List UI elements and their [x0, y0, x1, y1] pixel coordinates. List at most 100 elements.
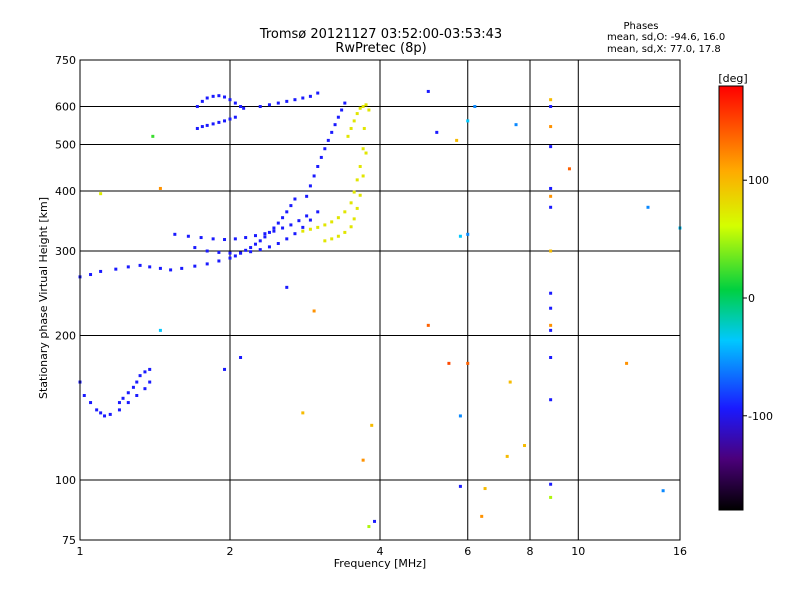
data-point [263, 235, 267, 239]
data-point [549, 249, 553, 253]
data-point [233, 115, 237, 119]
data-point [364, 103, 368, 107]
data-point [180, 266, 184, 270]
data-point [99, 192, 103, 196]
data-point [466, 361, 470, 365]
data-point [355, 206, 359, 210]
data-point [343, 230, 347, 234]
data-point [169, 268, 173, 272]
data-point [358, 106, 362, 110]
data-point [508, 380, 512, 384]
data-point [326, 138, 330, 142]
data-point [549, 328, 553, 332]
data-point [285, 99, 289, 103]
data-point [267, 230, 271, 234]
data-point [567, 167, 571, 171]
data-point [276, 101, 280, 105]
data-point [223, 119, 227, 123]
plot-area [79, 59, 681, 541]
data-point [549, 306, 553, 310]
y-tick-label: 400 [55, 185, 76, 198]
data-point [281, 226, 285, 230]
y-tick-label: 100 [55, 474, 76, 487]
data-point [549, 495, 553, 499]
data-point [253, 242, 257, 246]
data-point [223, 367, 227, 371]
y-tick-label: 300 [55, 245, 76, 258]
data-point [435, 130, 439, 134]
data-point [158, 266, 162, 270]
data-point [131, 385, 135, 389]
data-point [211, 122, 215, 126]
data-point [549, 98, 553, 102]
data-point [126, 391, 130, 395]
y-tick-label: 500 [55, 139, 76, 152]
data-point [211, 94, 215, 98]
data-point [473, 105, 477, 109]
data-point [305, 194, 309, 198]
data-point [483, 487, 487, 491]
data-point [239, 355, 243, 359]
x-tick-label: 2 [227, 545, 234, 558]
data-point [301, 96, 305, 100]
data-point [258, 105, 262, 109]
data-point [108, 412, 112, 416]
colorbar-tick-label: -100 [748, 410, 773, 423]
data-point [228, 98, 232, 102]
data-point [358, 164, 362, 168]
data-point [305, 214, 309, 218]
data-point [293, 197, 297, 201]
data-point [293, 98, 297, 102]
data-point [126, 401, 130, 405]
data-point [242, 106, 246, 110]
data-point [549, 105, 553, 109]
data-point [480, 514, 484, 518]
data-point [223, 95, 227, 99]
data-point [233, 101, 237, 105]
data-point [458, 234, 462, 238]
data-point [138, 263, 142, 267]
data-point [330, 130, 334, 134]
data-point [272, 226, 276, 230]
data-point [323, 223, 327, 227]
data-point [549, 194, 553, 198]
data-point [426, 323, 430, 327]
x-tick-label: 10 [571, 545, 585, 558]
data-point [89, 273, 93, 277]
data-point [223, 238, 227, 242]
data-point [217, 120, 221, 124]
x-tick-label: 1 [77, 545, 84, 558]
y-tick-label: 600 [55, 101, 76, 114]
data-point [95, 408, 99, 412]
data-point [355, 178, 359, 182]
x-axis: 1 2 4 6 8 10 16 [77, 545, 688, 558]
y-axis-label: Stationary phase Virtual Height [km] [37, 197, 50, 399]
data-point [336, 115, 340, 119]
data-point [336, 216, 340, 220]
data-point [373, 519, 377, 523]
data-point [99, 411, 103, 415]
data-point [352, 119, 356, 123]
data-point [549, 186, 553, 190]
data-point [148, 265, 152, 269]
data-point [323, 147, 327, 151]
data-point [267, 245, 271, 249]
data-point [458, 414, 462, 418]
data-point [143, 370, 147, 374]
data-point [308, 227, 312, 231]
data-point [158, 186, 162, 190]
data-point [319, 155, 323, 159]
data-point [549, 125, 553, 129]
data-point [367, 525, 371, 529]
data-point [276, 242, 280, 246]
data-point [263, 232, 267, 236]
data-point [549, 482, 553, 486]
data-point [228, 117, 232, 121]
data-point [148, 380, 152, 384]
data-point [135, 394, 139, 398]
colorbar-tick-label: 0 [748, 292, 755, 305]
chart-subtitle: RwPretec (8p) [335, 41, 426, 56]
data-point [173, 232, 177, 236]
data-point [143, 387, 147, 391]
data-point [121, 396, 125, 400]
